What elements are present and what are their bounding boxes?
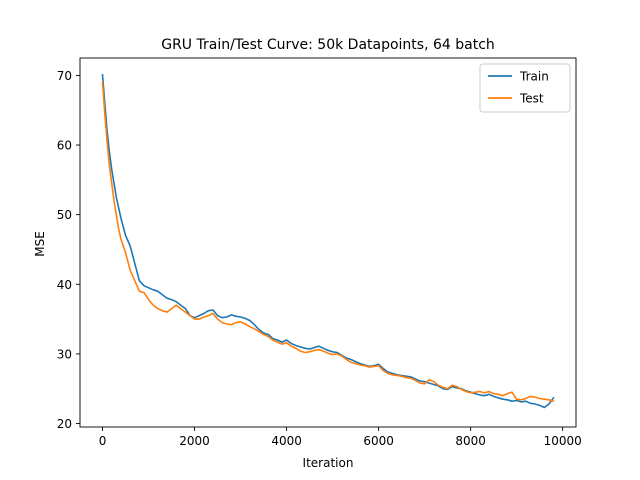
y-tick-label: 30 (57, 347, 72, 361)
plot-area: 0 2000 4000 6000 8000 10000 20 30 40 50 60 70 (57, 57, 582, 448)
series-line-test (101, 81, 555, 403)
y-tick-label: 40 (57, 278, 72, 292)
y-tick-label: 60 (57, 139, 72, 153)
x-tick-label: 8000 (455, 434, 486, 448)
y-axis-label: MSE (33, 231, 47, 257)
y-tick-label: 70 (57, 69, 72, 83)
y-tick-label: 50 (57, 208, 72, 222)
x-tick-label: 4000 (271, 434, 302, 448)
x-axis-label: Iteration (303, 456, 354, 470)
plot-frame (79, 57, 577, 428)
legend-label-test: Test (519, 92, 544, 106)
series-line-train (101, 73, 555, 409)
x-tick-label: 6000 (363, 434, 394, 448)
y-tick-label: 20 (57, 417, 72, 431)
legend: Train Test (479, 63, 571, 113)
x-tick-label: 10000 (544, 434, 582, 448)
x-tick-label: 0 (99, 434, 107, 448)
x-tick-label: 2000 (179, 434, 210, 448)
legend-label-train: Train (519, 70, 549, 84)
chart-title: GRU Train/Test Curve: 50k Datapoints, 64… (161, 37, 495, 53)
